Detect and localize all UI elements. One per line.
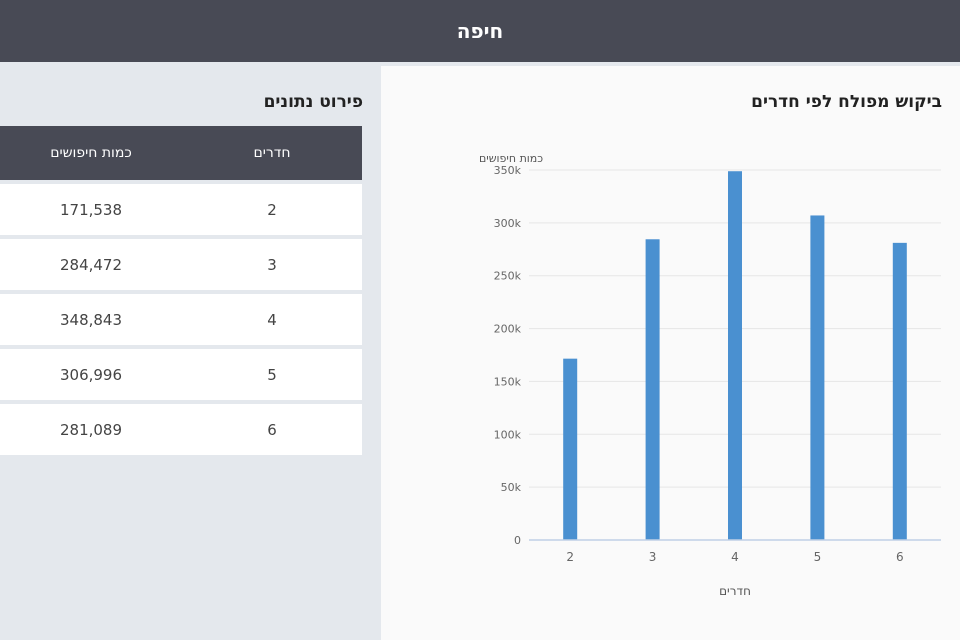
y-tick-label: 150k (494, 375, 522, 388)
cell-searches: 171,538 (59, 200, 123, 219)
y-axis-label: כמות חיפושים (479, 152, 543, 165)
bar-rooms-3 (645, 239, 660, 540)
y-tick-label: 50k (501, 481, 522, 494)
cell-rooms: 5 (267, 365, 277, 384)
header-rooms: חדרים (253, 145, 291, 161)
cell-searches: 281,089 (59, 420, 123, 439)
x-axis-label: חדרים (719, 584, 751, 598)
city-title: חיפה (456, 19, 504, 43)
table-row: 3 284,472 (0, 239, 362, 290)
table-row: 5 306,996 (0, 349, 362, 400)
table-row: 6 281,089 (0, 404, 362, 455)
cell-rooms: 2 (267, 200, 277, 219)
cell-searches: 306,996 (59, 365, 123, 384)
y-tick-labels: 0 50k 100k 150k 200k 250k 300k 350k (494, 164, 522, 547)
x-tick-label: 3 (649, 550, 657, 564)
y-tick-label: 300k (494, 217, 522, 230)
table-header: חדרים כמות חיפושים (0, 126, 362, 180)
bars (563, 171, 907, 541)
bar-rooms-6 (892, 242, 907, 541)
data-panel: פירוט נתונים חדרים כמות חיפושים 2 171,53… (0, 66, 381, 640)
bar-chart: 0 50k 100k 150k 200k 250k 300k 350k 2 3 4 5 6 כמות … (479, 152, 941, 598)
chart-title: ביקוש מפולח לפי חדרים (751, 92, 942, 112)
top-bar: חיפה (0, 0, 960, 62)
x-tick-label: 5 (814, 550, 822, 564)
cell-rooms: 3 (267, 255, 277, 274)
y-tick-label: 200k (494, 323, 522, 336)
data-table: חדרים כמות חיפושים 2 171,538 3 284,472 4… (0, 126, 362, 455)
y-tick-label: 350k (494, 164, 522, 177)
x-tick-label: 6 (896, 550, 904, 564)
header-searches: כמות חיפושים (50, 145, 132, 161)
bar-rooms-5 (810, 215, 825, 540)
x-tick-label: 2 (566, 550, 574, 564)
table-row: 4 348,843 (0, 294, 362, 345)
cell-rooms: 6 (267, 420, 277, 439)
table-row: 2 171,538 (0, 184, 362, 235)
x-tick-label: 4 (731, 550, 739, 564)
cell-rooms: 4 (267, 310, 277, 329)
x-tick-labels: 2 3 4 5 6 (566, 550, 903, 564)
y-tick-label: 250k (494, 270, 522, 283)
cell-searches: 284,472 (59, 255, 123, 274)
bar-rooms-4 (728, 171, 742, 540)
table-title: פירוט נתונים (263, 92, 363, 112)
bar-rooms-2 (563, 358, 578, 540)
chart-panel: ביקוש מפולח לפי חדרים 0 50k 100k 150k 200k 25… (381, 66, 960, 640)
y-tick-label: 0 (514, 534, 521, 547)
y-tick-label: 100k (494, 428, 522, 441)
cell-searches: 348,843 (59, 310, 123, 329)
